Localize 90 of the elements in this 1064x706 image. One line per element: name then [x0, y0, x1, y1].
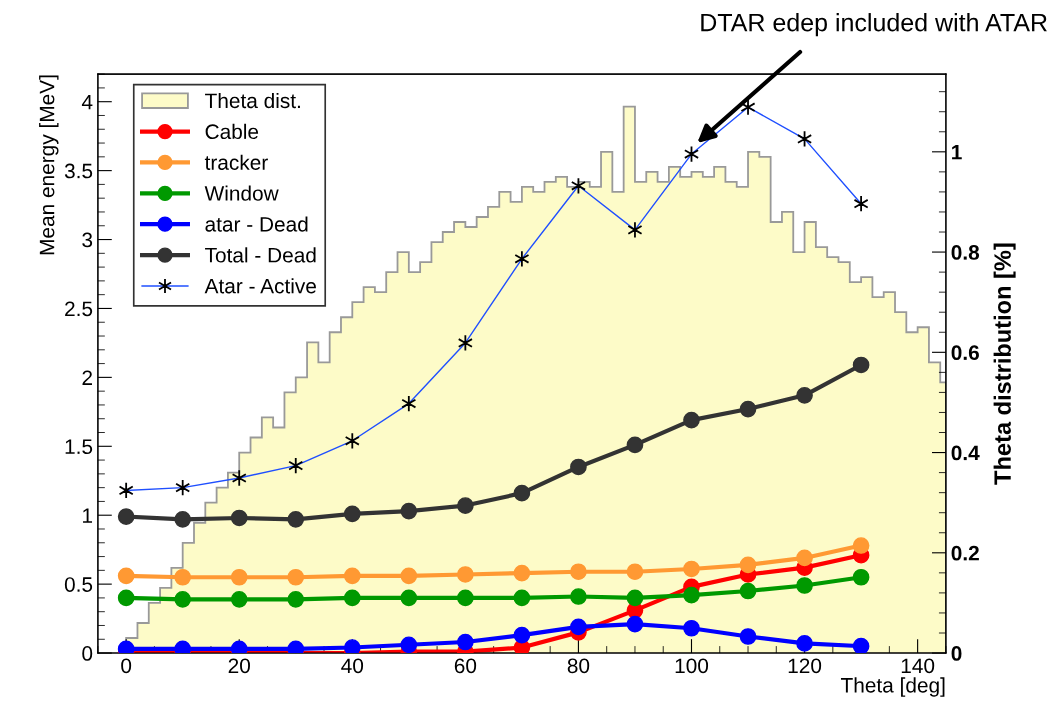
- point: [626, 589, 644, 607]
- point: [739, 556, 757, 574]
- x-tick-label: 40: [341, 658, 364, 674]
- point: [852, 568, 870, 586]
- point: [174, 568, 192, 586]
- point: [513, 564, 531, 582]
- y-tick-label: 0: [82, 646, 93, 661]
- y-tick-label: 1: [83, 508, 93, 523]
- point: [513, 589, 531, 607]
- point: [174, 590, 192, 608]
- point: [287, 640, 305, 654]
- point: [117, 640, 135, 654]
- y2-tick-label: 0.6: [951, 345, 979, 361]
- legend-label: Total - Dead: [205, 247, 316, 263]
- y2-tick-label: 0.2: [951, 545, 979, 561]
- y2-tick-label: 0.4: [951, 445, 980, 461]
- point: [796, 577, 813, 594]
- point: [796, 635, 813, 652]
- y-tick-label: 1.5: [65, 439, 93, 455]
- x-tick-label: 100: [675, 658, 709, 674]
- point: [739, 628, 757, 645]
- legend-label: Atar - Active: [204, 278, 316, 294]
- point: [400, 502, 418, 520]
- point: [513, 626, 531, 644]
- legend-label: atar - Dead: [205, 216, 308, 232]
- point: [287, 568, 305, 586]
- x-tick-label: 0: [121, 658, 132, 674]
- point: [570, 563, 587, 581]
- point: [457, 589, 474, 607]
- point: [626, 615, 644, 633]
- point: [626, 436, 644, 454]
- x-tick-label: 60: [454, 658, 477, 674]
- point: [230, 590, 248, 608]
- point: [683, 411, 700, 429]
- point: [570, 588, 587, 605]
- y2-tick-label: 0: [951, 646, 962, 661]
- y-tick-label: 0.5: [64, 577, 93, 592]
- point: [739, 400, 757, 418]
- point: [796, 549, 813, 567]
- point: [343, 639, 361, 654]
- y2-axis-title: Theta distribution [%]: [993, 243, 1016, 485]
- y-axis-title: Mean energy [MeV]: [39, 75, 59, 255]
- point: [343, 567, 361, 585]
- point: [343, 505, 361, 523]
- point: [683, 560, 700, 578]
- legend-label: Cable: [205, 123, 259, 140]
- x-axis-title: Theta [deg]: [840, 677, 945, 697]
- legend-label: Theta dist.: [205, 92, 300, 109]
- point: [683, 619, 700, 637]
- y-tick-label: 4: [81, 94, 93, 110]
- y-tick-label: 2: [82, 370, 92, 385]
- point: [626, 563, 644, 581]
- point: [739, 582, 757, 600]
- y-tick-label: 3.5: [64, 163, 93, 179]
- y2-tick-label: 1: [952, 145, 962, 160]
- point: [174, 511, 192, 528]
- point: [457, 566, 474, 583]
- point: [570, 458, 587, 476]
- point: [457, 497, 474, 514]
- point: [683, 586, 700, 604]
- point: [287, 511, 305, 528]
- legend-label: Window: [204, 185, 279, 201]
- point: [400, 589, 418, 607]
- point: [570, 618, 587, 636]
- point: [230, 509, 248, 527]
- point: [117, 508, 135, 525]
- point: [513, 484, 531, 502]
- point: [174, 640, 192, 654]
- point: [852, 637, 870, 654]
- point: [457, 633, 474, 651]
- x-tick-label: 20: [228, 658, 250, 674]
- point: [796, 386, 813, 404]
- point: [343, 589, 361, 607]
- y2-tick-label: 0.8: [951, 245, 980, 260]
- point: [400, 567, 418, 585]
- point: [230, 640, 248, 654]
- point: [230, 568, 248, 586]
- x-tick-label: 140: [901, 658, 935, 674]
- legend-label: tracker: [204, 154, 268, 170]
- y-tick-label: 2.5: [65, 301, 93, 317]
- annotation: DTAR edep included with ATAR: [701, 13, 1047, 37]
- x-tick-label: 120: [788, 658, 822, 674]
- point: [852, 537, 870, 554]
- point: [117, 567, 135, 585]
- point: [852, 356, 870, 374]
- y-tick-label: 3: [82, 232, 93, 248]
- x-tick-label: 80: [567, 658, 590, 674]
- point: [117, 589, 135, 607]
- point: [287, 590, 305, 608]
- point: [400, 636, 418, 654]
